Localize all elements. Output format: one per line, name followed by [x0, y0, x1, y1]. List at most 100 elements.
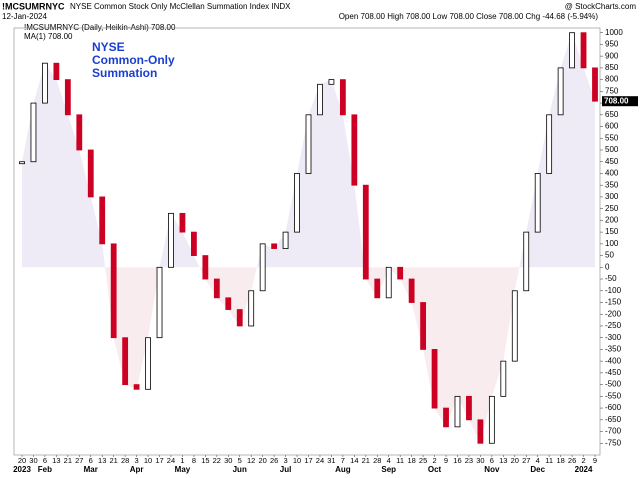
candle	[122, 337, 129, 386]
x-tick-label: 24	[316, 456, 324, 465]
legend-entry: !MCSUMRNYC (Daily, Heikin-Ashi) 708.00	[24, 23, 176, 32]
plot-frame	[13, 27, 601, 456]
y-tick-label: -300	[605, 333, 622, 342]
annotation: Common-Only	[92, 53, 175, 67]
x-tick-label: 10	[293, 456, 301, 465]
candle	[19, 161, 25, 165]
x-tick-label: 10	[144, 456, 152, 465]
x-tick-label: 12	[247, 456, 255, 465]
candle	[213, 278, 220, 299]
x-tick-label: 30	[29, 456, 37, 465]
y-tick-label: -400	[605, 356, 622, 365]
candle	[523, 231, 530, 292]
x-month-label: Jul	[280, 465, 292, 474]
candle	[282, 231, 289, 249]
y-tick-label: -600	[605, 403, 622, 412]
x-tick-label: 4	[536, 456, 540, 465]
candle	[202, 255, 209, 280]
symbol: !MCSUMRNYC	[2, 1, 65, 11]
x-tick-label: 9	[444, 456, 448, 465]
y-tick-label: 800	[605, 75, 619, 84]
candle	[76, 114, 83, 151]
candle	[431, 349, 438, 409]
y-tick-label: -550	[605, 391, 622, 400]
x-month-label: Aug	[335, 465, 351, 474]
x-tick-label: 28	[121, 456, 129, 465]
last-value-label: 708.00	[604, 96, 629, 105]
candle	[408, 278, 415, 303]
x-tick-label: 27	[75, 456, 83, 465]
y-tick-label: 400	[605, 169, 619, 178]
y-tick-label: 650	[605, 110, 619, 119]
x-tick-label: 7	[341, 456, 345, 465]
x-tick-label: 2	[432, 456, 436, 465]
x-tick-label: 2	[581, 456, 585, 465]
legend-entry: MA(1) 708.00	[24, 32, 73, 41]
candle	[248, 290, 255, 327]
candle	[339, 79, 346, 116]
x-tick-label: 4	[387, 456, 391, 465]
y-tick-label: 350	[605, 180, 619, 189]
candle	[225, 297, 232, 310]
y-tick-label: -650	[605, 415, 622, 424]
x-tick-label: 6	[89, 456, 93, 465]
candle	[99, 196, 106, 245]
candle	[271, 243, 278, 249]
quote: Open 708.00 High 708.00 Low 708.00 Close…	[339, 12, 599, 21]
candle	[488, 395, 495, 444]
candle	[133, 384, 140, 390]
y-tick-label: 600	[605, 122, 619, 131]
x-tick-label: 15	[201, 456, 209, 465]
y-tick-label: -250	[605, 321, 622, 330]
x-tick-label: 3	[135, 456, 139, 465]
y-tick-label: 50	[605, 251, 614, 260]
date: 12-Jan-2024	[2, 12, 47, 21]
y-tick-label: 250	[605, 204, 619, 213]
x-tick-label: 18	[556, 456, 564, 465]
x-tick-label: 24	[167, 456, 175, 465]
x-month-label: 2023	[13, 465, 31, 474]
y-tick-label: -450	[605, 368, 622, 377]
candle	[328, 79, 335, 85]
candle	[259, 243, 266, 292]
y-tick-label: -50	[605, 274, 617, 283]
x-month-label: Mar	[84, 465, 98, 474]
x-tick-label: 13	[98, 456, 106, 465]
x-tick-label: 18	[407, 456, 415, 465]
x-month-label: May	[175, 465, 191, 474]
x-month-label: 2024	[575, 465, 593, 474]
y-tick-label: -100	[605, 286, 622, 295]
x-tick-label: 5	[238, 456, 242, 465]
x-tick-label: 25	[419, 456, 427, 465]
candle	[385, 266, 392, 299]
y-tick-label: -150	[605, 298, 622, 307]
x-tick-label: 20	[18, 456, 26, 465]
x-tick-label: 27	[522, 456, 530, 465]
x-tick-label: 13	[499, 456, 507, 465]
x-tick-label: 30	[476, 456, 484, 465]
x-month-label: Dec	[530, 465, 545, 474]
y-tick-label: 550	[605, 133, 619, 142]
candle	[420, 302, 427, 350]
candle	[64, 79, 71, 116]
candle	[145, 337, 151, 390]
candle	[305, 114, 312, 174]
y-tick-label: 750	[605, 86, 619, 95]
x-tick-label: 21	[362, 456, 370, 465]
x-tick-label: 17	[304, 456, 312, 465]
candle	[557, 67, 564, 116]
x-tick-label: 28	[373, 456, 381, 465]
candle	[53, 62, 60, 81]
candle	[374, 278, 381, 299]
candle	[454, 395, 461, 428]
x-tick-label: 20	[511, 456, 519, 465]
candle	[156, 266, 163, 339]
candle	[443, 407, 449, 428]
candle	[236, 309, 243, 327]
candle	[190, 231, 197, 256]
candle	[534, 173, 541, 233]
candle	[30, 102, 37, 163]
candle	[110, 243, 117, 339]
annotation: NYSE	[92, 40, 125, 54]
y-tick-label: -500	[605, 380, 622, 389]
